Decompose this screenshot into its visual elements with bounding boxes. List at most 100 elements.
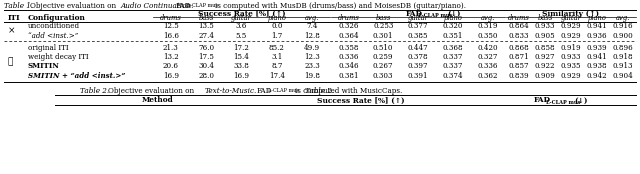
Text: FAD: FAD [257,87,273,95]
Text: 17.4: 17.4 [269,72,285,80]
Text: drums: drums [337,14,359,22]
Text: 0.909: 0.909 [534,72,556,80]
Text: 49.9: 49.9 [304,44,321,52]
Text: 33.8: 33.8 [234,62,250,70]
Text: 0.253: 0.253 [373,22,394,30]
Text: Text-to-Music.: Text-to-Music. [205,87,257,95]
Text: 0.327: 0.327 [477,53,498,61]
Text: 0.858: 0.858 [534,44,556,52]
Text: 0.857: 0.857 [509,62,529,70]
Text: drums: drums [160,14,182,22]
Text: 0.942: 0.942 [587,72,607,80]
Text: 0.900: 0.900 [612,32,634,40]
Text: Method: Method [141,97,173,105]
Text: 0.864: 0.864 [509,22,529,30]
Text: Configuration: Configuration [28,14,86,22]
Text: 0.913: 0.913 [612,62,633,70]
Text: Objective evaluation on: Objective evaluation on [108,87,194,95]
Text: 17.2: 17.2 [234,44,250,52]
Text: 0.0: 0.0 [271,22,283,30]
Text: FAD: FAD [534,97,550,105]
Text: 0.351: 0.351 [443,32,463,40]
Text: 12.3: 12.3 [305,53,320,61]
Text: 0.929: 0.929 [561,32,581,40]
Text: ×: × [8,27,15,36]
Text: 0.933: 0.933 [535,22,556,30]
Text: 0.378: 0.378 [408,53,428,61]
Text: 13.2: 13.2 [163,53,179,61]
Text: piano: piano [268,14,287,22]
Text: 5.5: 5.5 [236,32,247,40]
Text: 0.939: 0.939 [587,44,607,52]
Text: Success Rate [%] (↑): Success Rate [%] (↑) [198,10,285,18]
Text: 0.839: 0.839 [509,72,529,80]
Text: L-CLAP mus: L-CLAP mus [187,3,218,8]
Text: 0.904: 0.904 [612,72,634,80]
Text: Similarity (↑): Similarity (↑) [543,10,600,18]
Text: 76.0: 76.0 [198,44,214,52]
Text: 12.8: 12.8 [305,32,320,40]
Text: 0.319: 0.319 [477,22,498,30]
Text: 16.9: 16.9 [163,72,179,80]
Text: Table 2.: Table 2. [80,87,109,95]
Text: 0.303: 0.303 [373,72,394,80]
Text: SMITIN + “add <inst.>”: SMITIN + “add <inst.>” [28,72,125,80]
Text: 0.941: 0.941 [587,22,607,30]
Text: 27.4: 27.4 [198,32,214,40]
Text: 12.5: 12.5 [163,22,179,30]
Text: (↓): (↓) [447,10,461,18]
Text: 0.320: 0.320 [442,22,463,30]
Text: 0.447: 0.447 [408,44,428,52]
Text: is computed with MusicCaps.: is computed with MusicCaps. [295,87,403,95]
Text: 0.397: 0.397 [408,62,428,70]
Text: 0.364: 0.364 [338,32,358,40]
Text: 0.929: 0.929 [561,22,581,30]
Text: 0.368: 0.368 [442,44,463,52]
Text: Table 2.: Table 2. [305,87,335,95]
Text: ✓: ✓ [8,57,13,66]
Text: Audio Continuation.: Audio Continuation. [121,2,195,10]
Text: 0.871: 0.871 [509,53,529,61]
Text: 0.385: 0.385 [408,32,428,40]
Text: ITI: ITI [8,14,20,22]
Text: 13.5: 13.5 [198,22,214,30]
Text: 0.350: 0.350 [477,32,498,40]
Text: is computed with MusDB (drums/bass) and MoisesDB (guitar/piano).: is computed with MusDB (drums/bass) and … [215,2,466,10]
Text: 7.4: 7.4 [307,22,318,30]
Text: 0.936: 0.936 [587,32,607,40]
Text: 0.510: 0.510 [373,44,394,52]
Text: original ITI: original ITI [28,44,68,52]
Text: 0.905: 0.905 [534,32,556,40]
Text: 0.336: 0.336 [338,53,358,61]
Text: weight decay ITI: weight decay ITI [28,53,88,61]
Text: 20.6: 20.6 [163,62,179,70]
Text: FAD: FAD [176,2,191,10]
Text: 0.336: 0.336 [477,62,498,70]
Text: 0.420: 0.420 [477,44,498,52]
Text: 17.5: 17.5 [198,53,214,61]
Text: 0.362: 0.362 [477,72,498,80]
Text: Table 1.: Table 1. [4,2,33,10]
Text: 0.326: 0.326 [338,22,358,30]
Text: 8.7: 8.7 [271,62,283,70]
Text: 1.7: 1.7 [271,32,283,40]
Text: SMITIN: SMITIN [28,62,60,70]
Text: 85.2: 85.2 [269,44,285,52]
Text: 0.938: 0.938 [587,62,607,70]
Text: Success Rate [%] (↑): Success Rate [%] (↑) [317,97,404,105]
Text: bass: bass [198,14,214,22]
Text: 0.933: 0.933 [561,53,581,61]
Text: 0.301: 0.301 [373,32,394,40]
Text: avg.: avg. [481,14,495,22]
Text: 28.0: 28.0 [198,72,214,80]
Text: 16.6: 16.6 [163,32,179,40]
Text: guitar: guitar [231,14,252,22]
Text: guitar: guitar [408,14,428,22]
Text: 0.896: 0.896 [612,44,634,52]
Text: FAD: FAD [406,10,423,18]
Text: 19.8: 19.8 [304,72,320,80]
Text: 0.833: 0.833 [509,32,529,40]
Text: 0.922: 0.922 [535,62,556,70]
Text: avg.: avg. [305,14,319,22]
Text: 21.3: 21.3 [163,44,179,52]
